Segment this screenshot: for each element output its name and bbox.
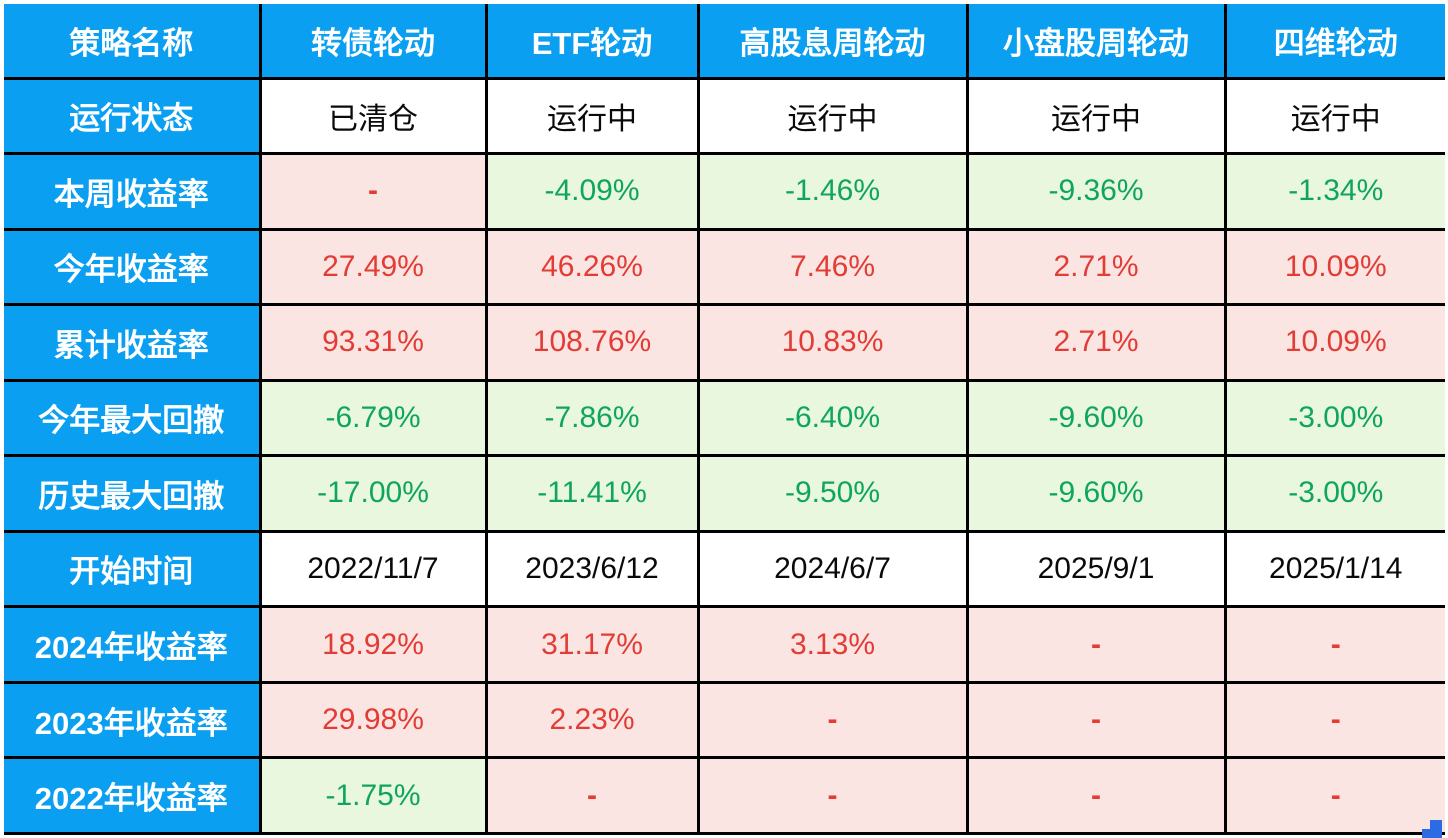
table-row-ytd-return: 今年收益率 27.49% 46.26% 7.46% 2.71% 10.09% <box>4 227 1445 307</box>
table-row-run-status: 运行状态 已清仓 运行中 运行中 运行中 运行中 <box>4 76 1445 156</box>
column-header-cell[interactable]: 四维轮动 <box>1223 4 1445 80</box>
table-cell[interactable]: - <box>1223 605 1445 684</box>
table-row-return-2024: 2024年收益率 18.92% 31.17% 3.13% - - <box>4 605 1445 684</box>
row-label-cell[interactable]: 2023年收益率 <box>4 680 262 760</box>
table-cell[interactable]: -7.86% <box>484 378 700 458</box>
table-cell[interactable]: - <box>696 680 969 760</box>
table-row-return-2022: 2022年收益率 -1.75% - - - - <box>4 756 1445 835</box>
table-cell[interactable]: 93.31% <box>258 303 488 382</box>
table-cell[interactable]: 108.76% <box>484 303 700 382</box>
table-cell[interactable]: 2025/9/1 <box>965 529 1227 609</box>
table-cell[interactable]: 29.98% <box>258 680 488 760</box>
table-cell[interactable]: 3.13% <box>696 605 969 684</box>
table-cell[interactable]: - <box>484 756 700 835</box>
table-row-week-return: 本周收益率 - -4.09% -1.46% -9.36% -1.34% <box>4 152 1445 231</box>
table-cell[interactable]: 27.49% <box>258 227 488 307</box>
table-cell[interactable]: 运行中 <box>1223 76 1445 156</box>
table-cell[interactable]: -9.60% <box>965 378 1227 458</box>
table-cell[interactable]: 2025/1/14 <box>1223 529 1445 609</box>
row-label-cell[interactable]: 开始时间 <box>4 529 262 609</box>
table-cell[interactable]: -17.00% <box>258 454 488 533</box>
table-cell[interactable]: -1.34% <box>1223 152 1445 231</box>
table-cell[interactable]: -9.60% <box>965 454 1227 533</box>
table-cell[interactable]: 2022/11/7 <box>258 529 488 609</box>
table-cell[interactable]: 2.71% <box>965 227 1227 307</box>
table-cell[interactable]: -3.00% <box>1223 454 1445 533</box>
table-cell[interactable]: 运行中 <box>696 76 969 156</box>
table-cell[interactable]: - <box>258 152 488 231</box>
column-header-cell[interactable]: ETF轮动 <box>484 4 700 80</box>
column-header-cell[interactable]: 转债轮动 <box>258 4 488 80</box>
table-row-return-2023: 2023年收益率 29.98% 2.23% - - - <box>4 680 1445 760</box>
table-cell[interactable]: -6.79% <box>258 378 488 458</box>
table-cell[interactable]: 10.09% <box>1223 303 1445 382</box>
table-cell[interactable]: 运行中 <box>484 76 700 156</box>
row-label-cell[interactable]: 历史最大回撤 <box>4 454 262 533</box>
selection-fill-handle-icon[interactable] <box>1422 829 1442 838</box>
table-cell[interactable]: - <box>965 680 1227 760</box>
table-cell[interactable]: 2.71% <box>965 303 1227 382</box>
column-header-cell[interactable]: 小盘股周轮动 <box>965 4 1227 80</box>
table-cell[interactable]: - <box>965 756 1227 835</box>
corner-header-cell[interactable]: 策略名称 <box>4 4 262 80</box>
table-cell[interactable]: 2.23% <box>484 680 700 760</box>
row-label-cell[interactable]: 2024年收益率 <box>4 605 262 684</box>
table-row-hist-max-drawdown: 历史最大回撤 -17.00% -11.41% -9.50% -9.60% -3.… <box>4 454 1445 533</box>
table-cell[interactable]: - <box>1223 756 1445 835</box>
table-cell[interactable]: -9.50% <box>696 454 969 533</box>
table-row-header: 策略名称 转债轮动 ETF轮动 高股息周轮动 小盘股周轮动 四维轮动 <box>4 4 1445 80</box>
row-label-cell[interactable]: 今年最大回撤 <box>4 378 262 458</box>
table-row-ytd-max-drawdown: 今年最大回撤 -6.79% -7.86% -6.40% -9.60% -3.00… <box>4 378 1445 458</box>
row-label-cell[interactable]: 今年收益率 <box>4 227 262 307</box>
table-cell[interactable]: 2024/6/7 <box>696 529 969 609</box>
row-label-cell[interactable]: 运行状态 <box>4 76 262 156</box>
column-header-cell[interactable]: 高股息周轮动 <box>696 4 969 80</box>
strategy-performance-table: 策略名称 转债轮动 ETF轮动 高股息周轮动 小盘股周轮动 四维轮动 运行状态 … <box>4 4 1445 835</box>
row-label-cell[interactable]: 本周收益率 <box>4 152 262 231</box>
table-cell[interactable]: -11.41% <box>484 454 700 533</box>
table-cell[interactable]: 10.83% <box>696 303 969 382</box>
table-cell[interactable]: -6.40% <box>696 378 969 458</box>
table-cell[interactable]: 已清仓 <box>258 76 488 156</box>
table-cell[interactable]: - <box>965 605 1227 684</box>
table-cell[interactable]: -1.46% <box>696 152 969 231</box>
table-cell[interactable]: - <box>696 756 969 835</box>
table-cell[interactable]: 10.09% <box>1223 227 1445 307</box>
table-cell[interactable]: 2023/6/12 <box>484 529 700 609</box>
table-cell[interactable]: 运行中 <box>965 76 1227 156</box>
table-cell[interactable]: 7.46% <box>696 227 969 307</box>
table-cell[interactable]: -1.75% <box>258 756 488 835</box>
row-label-cell[interactable]: 2022年收益率 <box>4 756 262 835</box>
table-cell[interactable]: 31.17% <box>484 605 700 684</box>
table-row-start-date: 开始时间 2022/11/7 2023/6/12 2024/6/7 2025/9… <box>4 529 1445 609</box>
row-label-cell[interactable]: 累计收益率 <box>4 303 262 382</box>
table-cell[interactable]: -4.09% <box>484 152 700 231</box>
table-row-cumulative-return: 累计收益率 93.31% 108.76% 10.83% 2.71% 10.09% <box>4 303 1445 382</box>
table-cell[interactable]: -3.00% <box>1223 378 1445 458</box>
table-cell[interactable]: 46.26% <box>484 227 700 307</box>
table-cell[interactable]: - <box>1223 680 1445 760</box>
table-cell[interactable]: 18.92% <box>258 605 488 684</box>
table-cell[interactable]: -9.36% <box>965 152 1227 231</box>
